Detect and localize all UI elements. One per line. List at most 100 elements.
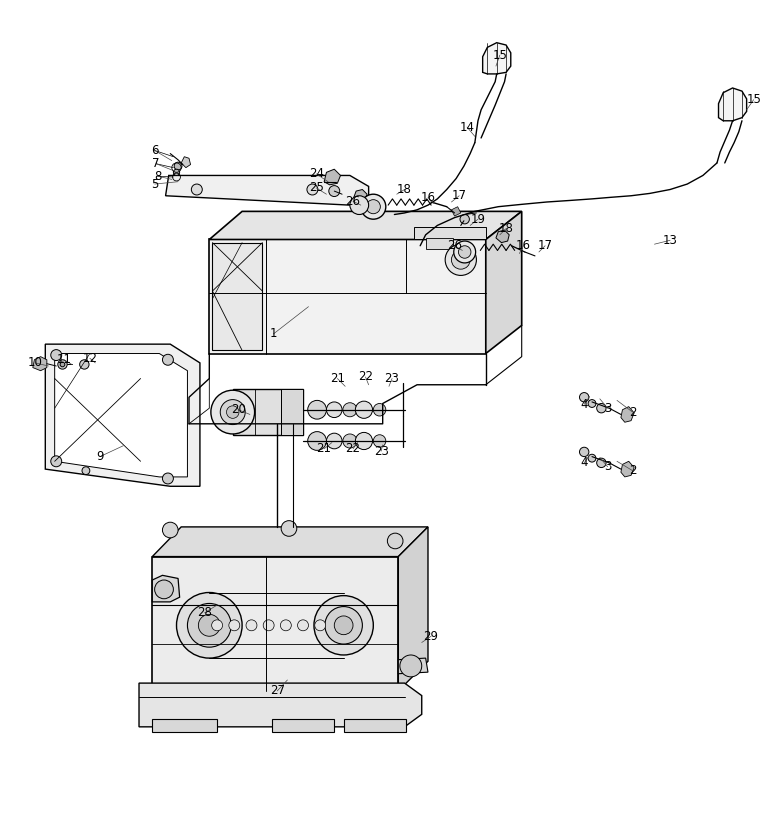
Text: 22: 22 [345,443,361,455]
Text: 21: 21 [316,443,332,455]
Circle shape [281,521,297,537]
Polygon shape [152,527,428,557]
Circle shape [198,614,220,636]
Circle shape [400,655,422,677]
Polygon shape [152,575,180,602]
Circle shape [162,354,173,365]
Text: 18: 18 [498,222,514,235]
Polygon shape [719,88,747,121]
Circle shape [458,245,471,258]
Circle shape [263,620,274,631]
Text: 12: 12 [82,352,98,364]
Circle shape [60,362,65,367]
Circle shape [51,349,62,360]
Text: 4: 4 [580,398,588,411]
Circle shape [177,592,242,658]
Circle shape [361,194,386,219]
Circle shape [387,533,403,549]
Text: 26: 26 [345,195,361,208]
Text: 2: 2 [629,405,637,418]
Text: 7: 7 [152,157,160,171]
Circle shape [229,620,240,631]
Polygon shape [139,683,422,727]
Text: 11: 11 [56,354,72,366]
Polygon shape [354,190,367,201]
Polygon shape [209,240,486,354]
Text: 22: 22 [358,370,373,384]
Circle shape [220,399,245,424]
Polygon shape [486,211,522,354]
Circle shape [326,402,342,418]
Circle shape [162,473,173,484]
Circle shape [212,620,223,631]
Circle shape [451,250,470,270]
Circle shape [343,434,357,448]
Circle shape [325,607,362,644]
Circle shape [58,359,67,369]
Circle shape [326,433,342,448]
Text: 15: 15 [492,49,508,62]
Text: 16: 16 [420,191,436,204]
Circle shape [246,620,257,631]
Text: 17: 17 [451,189,467,202]
Circle shape [162,522,178,537]
Text: 25: 25 [308,181,324,195]
Circle shape [445,244,476,275]
Text: 26: 26 [447,240,462,252]
Circle shape [350,196,369,215]
Circle shape [373,435,386,448]
Circle shape [226,406,239,418]
Text: 2: 2 [629,464,637,478]
Circle shape [588,454,596,462]
Circle shape [315,620,326,631]
Circle shape [307,184,318,195]
Circle shape [597,458,606,468]
Text: 1: 1 [269,328,277,340]
Circle shape [82,467,90,474]
Polygon shape [426,238,453,249]
Text: 8: 8 [154,170,162,183]
Polygon shape [621,407,634,423]
Polygon shape [152,719,217,732]
Circle shape [373,404,386,416]
Text: 4: 4 [580,457,588,469]
Polygon shape [166,176,369,206]
Polygon shape [233,389,303,435]
Text: 28: 28 [197,607,212,619]
Text: 17: 17 [537,240,553,252]
Circle shape [211,390,255,434]
Polygon shape [451,206,461,216]
Circle shape [314,596,373,655]
Circle shape [580,448,589,457]
Circle shape [366,200,380,214]
Text: 15: 15 [746,93,761,106]
Circle shape [51,456,62,467]
Text: 23: 23 [384,372,400,385]
Circle shape [588,399,596,408]
Text: 3: 3 [604,460,612,473]
Polygon shape [181,156,191,167]
Circle shape [460,215,469,224]
Polygon shape [45,344,200,486]
Text: 23: 23 [373,444,389,458]
Circle shape [355,433,373,449]
Polygon shape [152,557,398,691]
Circle shape [80,359,89,369]
Text: 13: 13 [662,234,678,247]
Text: 6: 6 [151,144,159,157]
Polygon shape [281,389,303,435]
Polygon shape [212,243,262,350]
Polygon shape [398,658,428,674]
Text: 20: 20 [230,404,246,416]
Circle shape [173,169,180,176]
Polygon shape [344,719,406,732]
Circle shape [308,432,326,450]
Circle shape [355,401,373,418]
Circle shape [334,616,353,635]
Circle shape [454,241,476,263]
Circle shape [174,162,182,170]
Text: 3: 3 [604,402,612,414]
Polygon shape [272,719,334,732]
Circle shape [343,403,357,417]
Text: 18: 18 [397,183,412,196]
